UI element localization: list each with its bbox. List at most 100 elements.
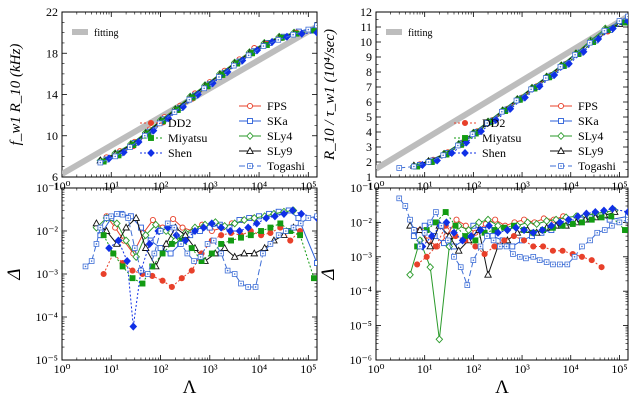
marker-dot [459,266,462,268]
data-point-togashi [197,254,204,260]
data-point-togashi [275,232,282,238]
marker-box [625,216,628,223]
data-point-shen [579,47,588,56]
data-point-togashi [594,229,601,236]
data-point-shen [217,223,225,232]
data-point-dd2 [588,257,595,264]
data-point-miyatsu [119,263,126,270]
data-point-togashi [224,267,231,274]
marker-dot [618,20,621,22]
data-point-togashi [484,233,490,239]
data-point-dd2 [540,243,547,250]
marker-dot [316,24,317,27]
data-point-togashi [440,152,446,159]
data-point-shen [313,28,317,37]
data-point-shen [564,215,573,224]
data-point-sly9 [250,249,259,257]
data-point-shen [565,59,573,68]
data-point-shen [149,126,158,135]
marker-dot [186,252,189,255]
marker-dot [299,222,302,225]
data-point-shen [164,114,173,123]
data-point-shen [591,207,600,217]
x-axis-label: Λ [495,377,509,398]
marker-dot [292,226,295,229]
series-line-shen [422,20,628,166]
legend-marker-dd2 [461,119,469,127]
data-point-shen [271,212,279,221]
marker-dot [398,197,401,200]
legend-label-dd2: DD2 [168,116,191,130]
marker-dot [99,161,102,164]
data-point-shen [494,228,502,237]
marker-dot [140,269,142,272]
marker-dot [429,221,432,224]
data-point-sly9 [230,252,239,260]
data-point-togashi [402,203,409,209]
data-point-miyatsu [168,240,175,247]
data-point-togashi [127,144,133,150]
x-tick-label: 10³ [514,179,530,193]
marker-dot [512,253,514,255]
data-point-togashi [314,22,317,29]
legend-marker-sly9 [246,146,254,154]
marker-dot [193,260,195,262]
data-point-togashi [275,37,282,43]
data-point-miyatsu [442,209,449,215]
data-point-togashi [601,227,608,233]
data-point-sly4 [464,225,473,235]
legend-label-sly9: SLy9 [267,144,292,158]
legend-label-fps: FPS [267,99,287,113]
marker-dot [603,29,606,32]
series-line-sly4 [409,210,615,340]
x-axis-label: Λ [183,377,197,398]
plot-area [396,195,628,344]
data-point-miyatsu [129,275,136,282]
legend-label-sly9: SLy9 [578,144,603,158]
marker-box [314,213,317,220]
marker-dot [188,98,191,101]
marker-dot [611,224,613,227]
data-point-dd2 [432,243,439,250]
data-point-sly4 [230,219,239,228]
data-point-miyatsu [100,232,107,239]
marker-dot [233,273,236,275]
marker-dot [95,243,98,245]
plot-area [82,206,317,331]
data-point-sly9 [426,242,435,250]
plot-area [376,13,628,172]
data-point-togashi [178,241,184,247]
data-point-togashi [97,159,104,166]
x-tick-label: 10² [466,179,482,193]
marker-dot [203,87,205,90]
data-point-miyatsu [452,222,459,229]
data-point-togashi [579,243,585,250]
y-tick-label: 9 [366,50,372,64]
data-point-dd2 [423,253,430,260]
data-point-togashi [445,237,451,244]
marker-dot [419,245,421,248]
data-point-shen [547,221,556,230]
legend-marker-fps [246,102,254,110]
x-tick-label: 10⁰ [368,362,385,376]
data-point-shen [556,218,564,227]
y-tick-label: 11 [360,20,372,34]
legend-marker-sly4 [557,131,565,141]
data-point-togashi [231,271,238,277]
data-point-sly9 [141,243,150,251]
data-point-togashi [171,109,178,115]
data-point-dd2 [578,253,586,260]
marker-dot [199,256,202,258]
marker-dot [505,245,508,248]
data-point-shen [624,207,628,217]
data-point-miyatsu [218,240,225,247]
marker-dot [472,259,475,261]
legend-marker-togashi [558,163,564,169]
data-point-togashi [503,243,510,250]
marker-dot [538,259,541,261]
data-point-shen [191,226,199,236]
data-point-togashi [407,216,413,223]
y-axis-label: Δ [318,268,339,280]
marker-dot [560,165,562,167]
data-point-ska [157,245,164,252]
